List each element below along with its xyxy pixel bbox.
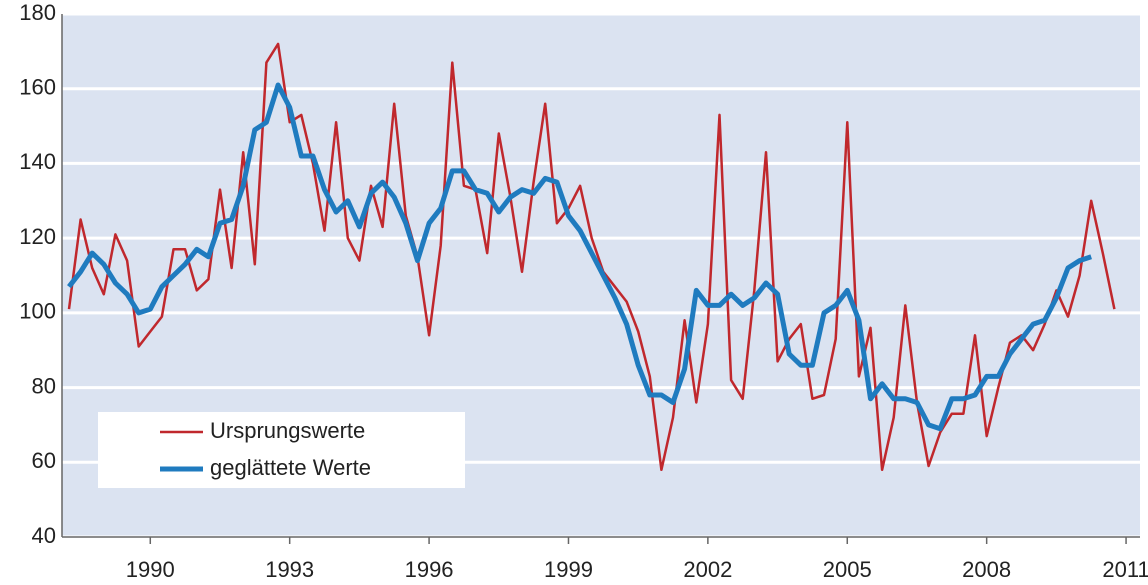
x-tick-label: 2011 — [1102, 557, 1148, 582]
y-tick-label: 40 — [32, 523, 56, 548]
y-tick-label: 80 — [32, 373, 56, 398]
y-tick-label: 60 — [32, 448, 56, 473]
series-line — [67, 82, 1092, 432]
y-tick-label: 100 — [19, 299, 56, 324]
x-tick-label: 2008 — [962, 557, 1011, 582]
y-tick-label: 180 — [19, 0, 56, 25]
series-line — [67, 42, 1116, 472]
x-tick-label: 1990 — [126, 557, 175, 582]
y-tick-label: 120 — [19, 224, 56, 249]
y-tick-label: 140 — [19, 149, 56, 174]
x-tick-label: 2005 — [823, 557, 872, 582]
legend-label: geglättete Werte — [210, 455, 371, 480]
legend-label: Ursprungswerte — [210, 418, 365, 443]
x-tick-label: 2002 — [683, 557, 732, 582]
x-tick-label: 1999 — [544, 557, 593, 582]
y-tick-label: 160 — [19, 75, 56, 100]
x-tick-label: 1993 — [265, 557, 314, 582]
x-tick-label: 1996 — [405, 557, 454, 582]
legend-box — [98, 412, 465, 488]
